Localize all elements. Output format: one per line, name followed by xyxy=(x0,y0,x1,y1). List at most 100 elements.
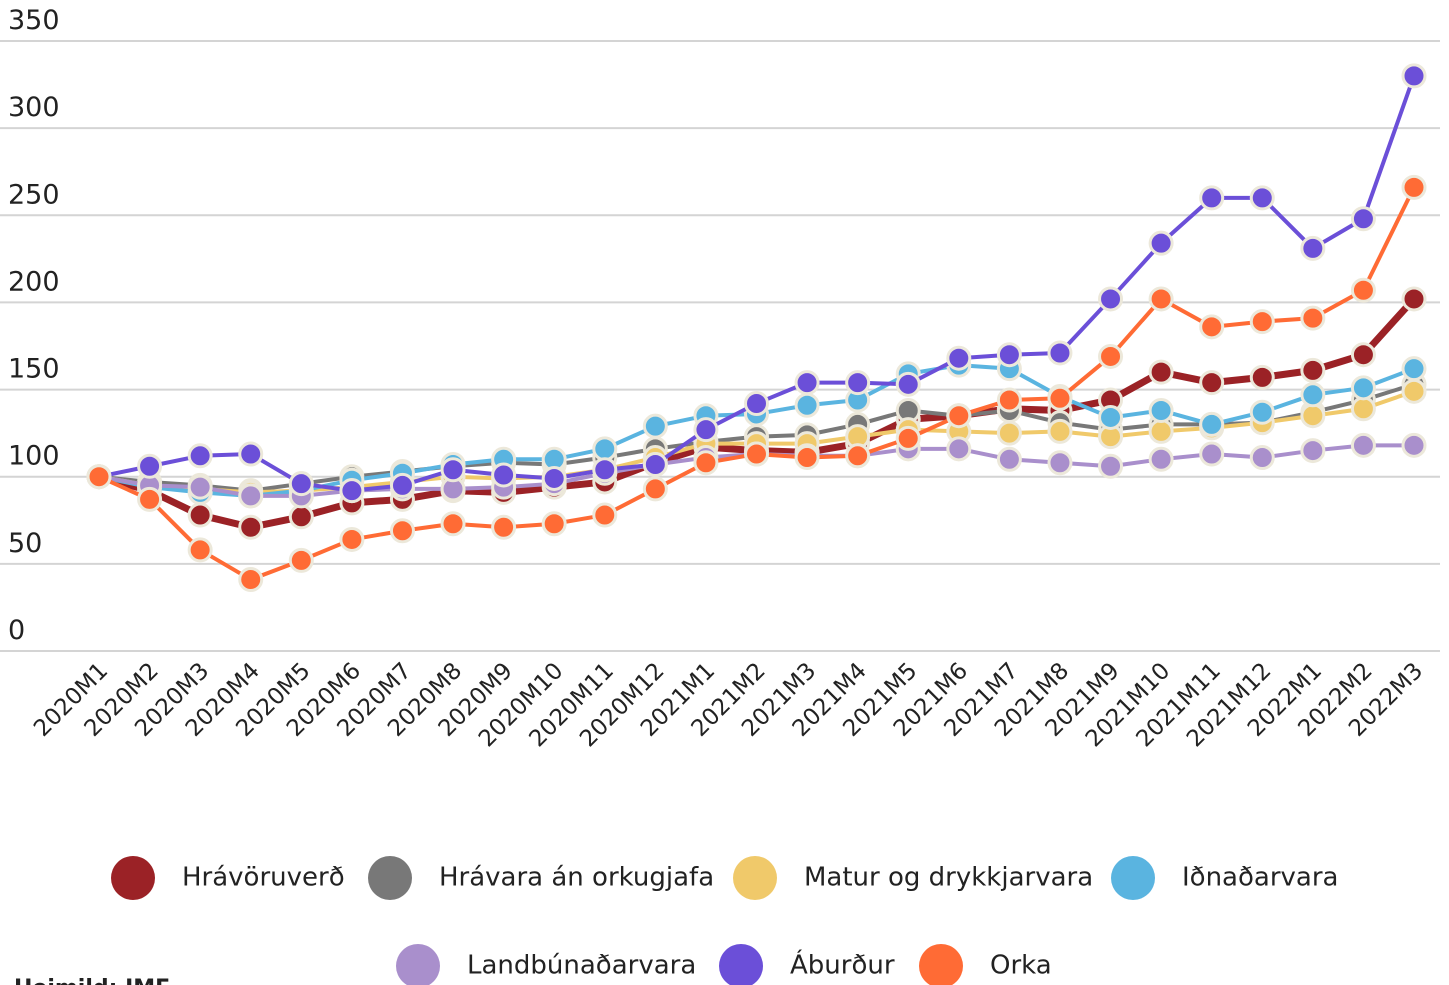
point xyxy=(541,511,567,537)
legend-swatch xyxy=(396,944,440,985)
point xyxy=(288,471,314,497)
point xyxy=(1300,382,1326,408)
point xyxy=(1047,418,1073,444)
point xyxy=(946,403,972,429)
point xyxy=(1047,385,1073,411)
point xyxy=(744,391,769,417)
point xyxy=(693,417,719,443)
point xyxy=(339,478,365,504)
point xyxy=(1199,185,1225,211)
point xyxy=(1098,286,1124,312)
legend-label: Orka xyxy=(990,951,1052,981)
point xyxy=(1401,63,1427,89)
point xyxy=(845,443,871,469)
point xyxy=(1249,445,1275,471)
point xyxy=(288,547,314,573)
point xyxy=(187,443,213,469)
point xyxy=(238,514,264,540)
point xyxy=(1350,432,1376,458)
point xyxy=(592,457,618,483)
series xyxy=(86,174,1427,593)
point xyxy=(86,464,112,490)
point xyxy=(541,465,567,491)
point xyxy=(1249,185,1275,211)
point xyxy=(1148,397,1174,423)
point xyxy=(794,445,820,471)
y-tick-label: 250 xyxy=(8,179,60,210)
y-tick-label: 100 xyxy=(8,441,60,472)
point xyxy=(946,436,972,462)
point xyxy=(339,526,365,552)
legend-swatch xyxy=(368,856,412,900)
point xyxy=(996,420,1022,446)
legend-swatch xyxy=(719,944,763,985)
point xyxy=(996,446,1022,472)
point xyxy=(440,457,466,483)
point xyxy=(1098,343,1124,369)
legend-swatch xyxy=(919,944,963,985)
point xyxy=(137,453,163,479)
legend-label: Hrávara án orkugjafa xyxy=(439,863,714,893)
point xyxy=(238,483,264,509)
point xyxy=(845,370,871,396)
legend-label: Matur og drykkjarvara xyxy=(804,863,1093,893)
y-tick-label: 300 xyxy=(8,92,60,123)
point xyxy=(238,441,264,467)
point xyxy=(389,518,415,544)
point xyxy=(1350,342,1376,368)
y-tick-label: 350 xyxy=(8,5,60,36)
y-tick-label: 50 xyxy=(8,528,42,559)
point xyxy=(187,474,213,500)
y-tick-label: 200 xyxy=(8,266,60,297)
point xyxy=(1249,364,1275,390)
point xyxy=(592,436,618,462)
point xyxy=(491,462,517,488)
point xyxy=(592,502,618,528)
point xyxy=(1098,453,1124,479)
point xyxy=(1199,441,1225,467)
legend-swatch xyxy=(733,856,777,900)
y-tick-label: 150 xyxy=(8,354,60,385)
point xyxy=(187,502,213,528)
point xyxy=(1047,340,1073,366)
legend-swatch xyxy=(111,856,155,900)
point xyxy=(1148,286,1174,312)
point xyxy=(1350,396,1376,422)
point xyxy=(491,514,517,540)
point xyxy=(187,537,213,563)
point xyxy=(1047,450,1073,476)
point xyxy=(1148,230,1174,256)
point xyxy=(1148,446,1174,472)
point xyxy=(238,567,264,593)
point xyxy=(1300,403,1326,429)
legend-label: Áburður xyxy=(790,949,895,981)
y-tick-label: 0 xyxy=(8,615,25,646)
point xyxy=(1199,314,1225,340)
point xyxy=(1401,356,1427,382)
point xyxy=(1401,378,1427,404)
point xyxy=(389,472,415,498)
point xyxy=(1098,404,1124,430)
point xyxy=(1350,375,1376,401)
legend-swatch xyxy=(1111,856,1155,900)
point xyxy=(1199,370,1225,396)
point xyxy=(642,476,668,502)
point xyxy=(1249,399,1275,425)
point xyxy=(895,371,921,397)
point xyxy=(996,342,1022,368)
point xyxy=(744,441,769,467)
point xyxy=(1401,286,1427,312)
point xyxy=(794,370,820,396)
point xyxy=(440,511,466,537)
point xyxy=(794,392,820,418)
point xyxy=(1350,206,1376,232)
source: Heimild: IMF xyxy=(14,976,170,985)
point xyxy=(1401,432,1427,458)
point xyxy=(1300,235,1326,261)
point xyxy=(1249,309,1275,335)
legend-label: Hrávöruverð xyxy=(182,863,345,893)
point xyxy=(642,413,668,439)
point xyxy=(1300,357,1326,383)
point xyxy=(1401,174,1427,200)
